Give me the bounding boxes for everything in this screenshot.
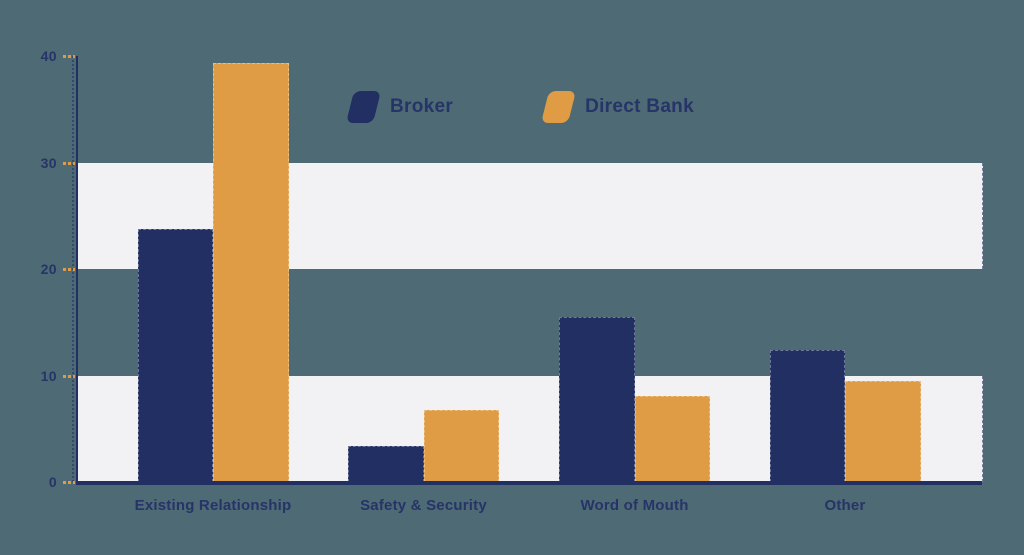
- legend-item-broker: Broker: [346, 91, 454, 123]
- bar-broker: [769, 349, 845, 482]
- bar-broker: [348, 445, 424, 482]
- category-label: Existing Relationship: [134, 497, 292, 514]
- category-label: Safety & Security: [360, 497, 487, 514]
- y-tick-label: 0: [48, 474, 57, 490]
- legend-label: Broker: [390, 96, 454, 117]
- legend-swatch-broker: [346, 91, 381, 123]
- bar-broker: [137, 228, 213, 482]
- bar-direct-bank: [634, 395, 710, 482]
- legend-swatch-direct-bank: [541, 91, 577, 123]
- legend-label: Direct Bank: [585, 96, 694, 117]
- bar-direct-bank: [423, 409, 499, 482]
- x-axis-line: [77, 481, 982, 485]
- y-axis-tick: [63, 161, 75, 165]
- y-tick-label: 40: [40, 48, 57, 64]
- y-axis-tick: [63, 374, 75, 378]
- y-axis-tick: [63, 55, 75, 58]
- bar-broker: [559, 316, 635, 482]
- y-axis-tick: [63, 481, 75, 484]
- y-tick-label: 30: [40, 154, 57, 171]
- category-label: Other: [824, 497, 866, 514]
- category-label: Word of Mouth: [580, 497, 689, 514]
- bar-direct-bank: [845, 380, 921, 482]
- y-axis-line: [76, 56, 78, 485]
- y-tick-label: 20: [40, 261, 57, 277]
- chart-legend: Broker Direct Bank: [346, 91, 694, 123]
- bar-direct-bank: [213, 63, 289, 482]
- legend-item-direct-bank: Direct Bank: [541, 91, 694, 123]
- y-tick-label: 10: [40, 367, 57, 384]
- y-axis-tick: [63, 268, 75, 271]
